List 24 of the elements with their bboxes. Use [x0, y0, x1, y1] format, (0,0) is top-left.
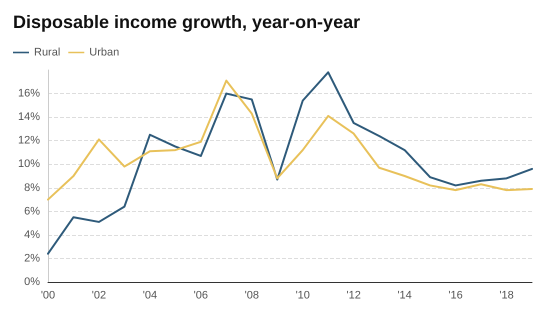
line-series	[47, 71, 533, 255]
line-series	[47, 80, 533, 201]
y-tick-label: 0%	[24, 276, 40, 288]
y-tick-label: 6%	[24, 205, 40, 218]
x-tick-label: '12	[346, 290, 361, 302]
y-tick-label: 8%	[24, 182, 40, 194]
y-tick-label: 10%	[18, 158, 40, 170]
y-tick-label: 12%	[18, 134, 40, 147]
y-tick-label: 16%	[18, 88, 40, 100]
x-tick-label: '18	[499, 290, 514, 302]
y-tick-label: 2%	[24, 252, 40, 264]
x-tick-label: '04	[142, 290, 158, 302]
chart-title: Disposable income growth, year-on-year	[13, 12, 360, 32]
x-tick-label: '06	[194, 290, 208, 302]
x-tick-label: '16	[448, 290, 463, 302]
y-tick-label: 4%	[24, 228, 40, 241]
x-tick-label: '14	[397, 290, 412, 302]
x-tick-label: '08	[244, 290, 259, 302]
legend-label: Rural	[34, 46, 60, 58]
x-tick-label: '00	[40, 290, 56, 302]
x-tick-label: '10	[296, 290, 310, 302]
legend-label: Urban	[89, 46, 120, 58]
x-tick-label: '02	[92, 290, 106, 302]
y-tick-label: 14%	[18, 111, 40, 124]
